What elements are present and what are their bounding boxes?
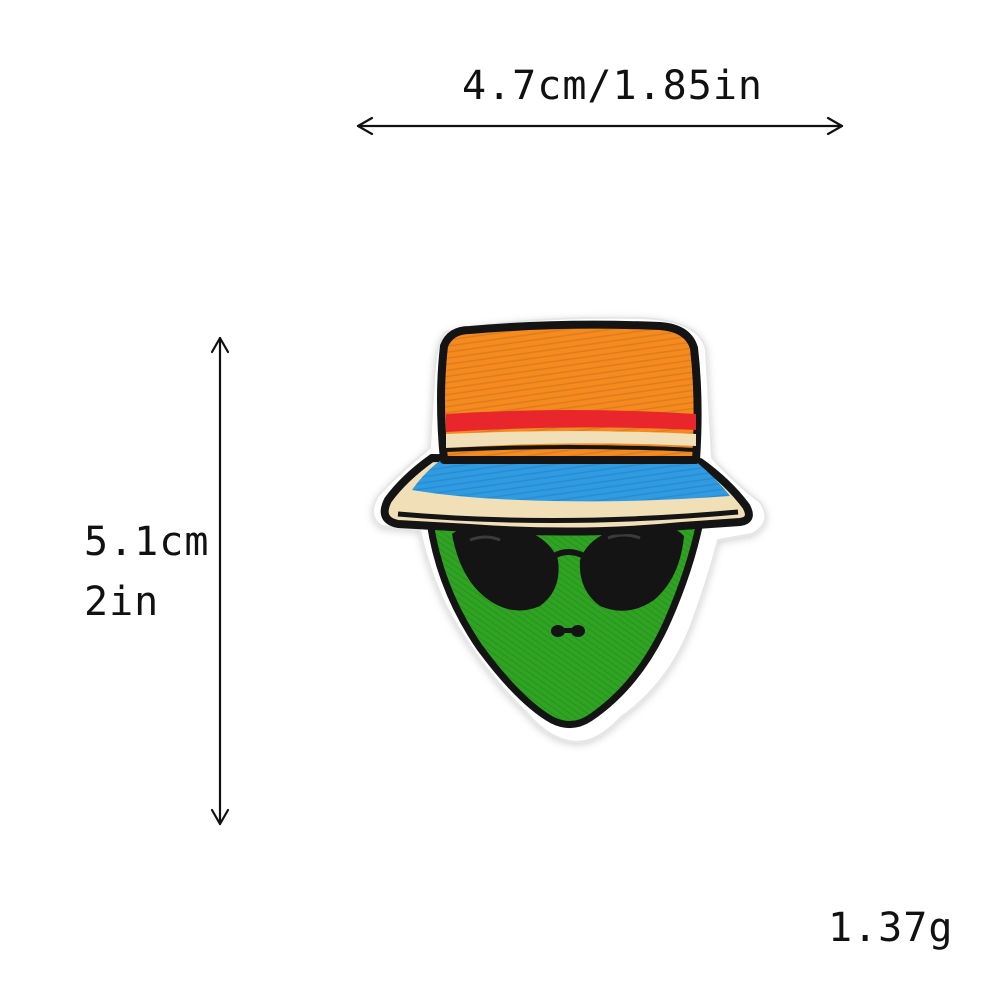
width-dimension-label: 4.7cm/1.85in xyxy=(462,63,763,109)
width-arrow xyxy=(356,116,844,136)
alien-head xyxy=(426,518,704,728)
weight-label: 1.37g xyxy=(828,905,954,951)
bucket-hat-icon xyxy=(380,320,753,536)
sunglasses-icon xyxy=(452,524,684,611)
alien-mouth-icon xyxy=(551,625,585,637)
height-arrow xyxy=(210,336,230,826)
height-cm-label: 5.1cm xyxy=(84,519,210,565)
height-in-label: 2in xyxy=(84,579,160,625)
